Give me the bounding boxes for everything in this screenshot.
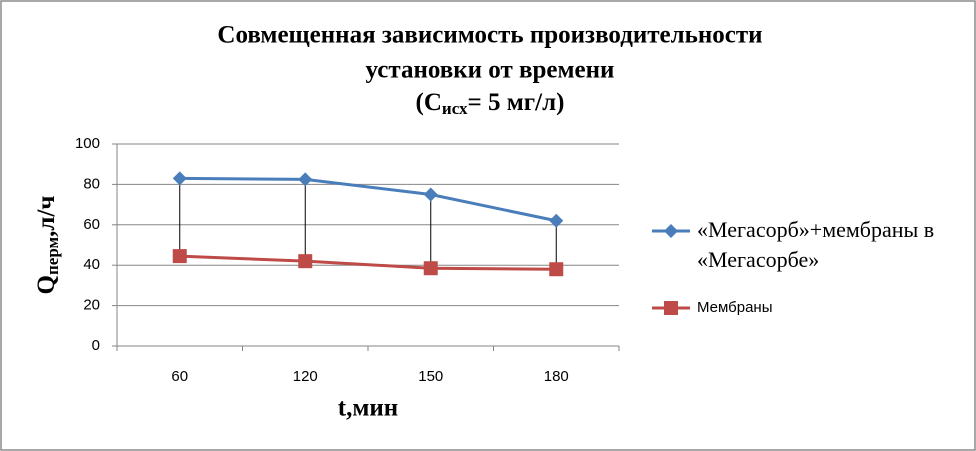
data-point	[298, 172, 313, 187]
chart-title: Совмещенная зависимость производительнос…	[217, 22, 762, 49]
data-point	[423, 187, 438, 202]
title-part: = 5 мг/л)	[468, 89, 565, 116]
data-point	[423, 261, 438, 276]
chart-subtitle: (Cисх= 5 мг/л)	[416, 89, 565, 118]
chart-title: установки от времени	[366, 57, 615, 84]
y-tick-label: 20	[83, 297, 100, 314]
series-line	[179, 176, 557, 223]
x-tick-label: 180	[544, 368, 569, 385]
y-label-part: ,л/ч	[33, 196, 60, 237]
title-subscript: исх	[442, 99, 468, 118]
data-point	[172, 249, 187, 264]
x-tick-label: 60	[171, 368, 188, 385]
data-point	[549, 262, 564, 277]
legend-marker	[664, 224, 678, 238]
y-tick-label: 60	[83, 216, 100, 233]
data-point	[298, 254, 313, 269]
y-label-part: Q	[33, 275, 60, 294]
x-tick-label: 150	[418, 368, 443, 385]
title-part: (C	[416, 89, 442, 116]
data-point	[172, 171, 187, 186]
legend-label: Мембраны	[697, 299, 773, 316]
legend-label: «Мегасорб»+мембраны в «Мегасорбе»	[697, 217, 935, 272]
x-axis-label: t,мин	[338, 395, 398, 422]
y-tick-label: 80	[83, 175, 100, 192]
x-tick-label: 120	[293, 368, 318, 385]
y-tick-label: 40	[83, 256, 100, 273]
y-tick-label: 0	[92, 337, 100, 354]
y-tick-label: 100	[75, 135, 100, 152]
data-point	[549, 213, 564, 228]
y-axis-label: Qперм,л/ч	[33, 196, 62, 295]
y-label-subscript: перм	[43, 236, 62, 275]
legend-marker	[664, 301, 678, 315]
series-line	[179, 254, 557, 271]
